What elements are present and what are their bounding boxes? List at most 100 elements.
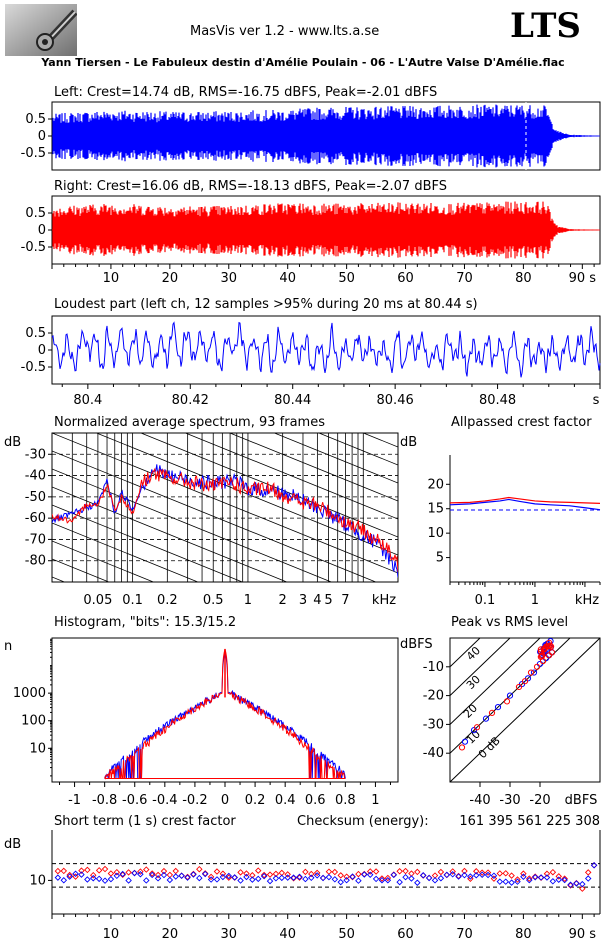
spectrum-slope-line	[184, 433, 398, 520]
stcrest-left-point	[78, 871, 85, 878]
stcrest-right-point	[366, 868, 374, 875]
spectrum-xtick-label: 0.2	[157, 593, 178, 608]
peakrms-right-point	[458, 744, 466, 751]
peakrms-right-point	[527, 669, 535, 676]
stcrest-right-point	[249, 872, 256, 879]
stcrest-left-point	[502, 878, 509, 885]
spectrum-xtick-label: 4	[313, 593, 321, 608]
stcrest-left-point	[325, 873, 333, 881]
peakrms-xtick-label: -30	[499, 793, 520, 808]
stcrest-right-point	[54, 867, 62, 875]
stcrest-right-point	[478, 869, 486, 876]
right-xtick-label: 90 s	[569, 271, 597, 286]
spectrum-ytick-label: -70	[25, 532, 46, 547]
right-xtick-label: 60	[397, 271, 414, 286]
stcrest-right-point	[72, 873, 79, 880]
stcrest-right-point	[496, 870, 504, 877]
histogram-xtick-label: -0.2	[182, 793, 207, 808]
peakrms-ytick-label: -30	[423, 717, 444, 732]
stcrest-left-point	[166, 876, 174, 884]
histogram-xtick-label: -0.8	[92, 793, 117, 808]
stcrest-left-point	[390, 871, 397, 879]
stcrest-left-point	[473, 872, 480, 879]
stcrest-left-point	[573, 880, 580, 887]
stcrest-left-point	[313, 872, 321, 879]
peakrms-right-point	[543, 643, 550, 650]
peakrms-diagonal-label: 30	[464, 673, 483, 692]
histogram-xtick-label: 0.6	[305, 793, 326, 808]
stcrest-left-point	[419, 872, 427, 879]
stcrest-left-point	[308, 874, 315, 882]
right-xtick-label: 50	[338, 271, 355, 286]
stcrest-left-point	[266, 877, 274, 885]
stcrest-left-point	[496, 878, 504, 885]
stcrest-right-point	[119, 871, 126, 878]
spectrum-slope-line	[52, 522, 199, 582]
stcrest-left-point	[537, 874, 545, 881]
spectrum-frame	[51, 432, 399, 583]
crest-xtick-label: 1	[531, 593, 539, 608]
stcrest-left-point	[201, 870, 209, 878]
right-xtick-label: 80	[515, 271, 532, 286]
stcrest-left-point	[561, 876, 568, 884]
crest-left-line	[449, 498, 601, 511]
peakrms-right-point	[488, 709, 496, 716]
stcrest-left-point	[478, 871, 486, 878]
histogram-xtick-label: -0.6	[122, 793, 147, 808]
stcrest-left-point	[355, 877, 362, 884]
stcrest-right-point	[414, 868, 421, 876]
checksum-value: 161 395 561 225 308	[459, 814, 600, 829]
stcrest-right-point	[172, 867, 179, 875]
histogram-xtick-label: 0.2	[245, 793, 266, 808]
stcrest-right-point	[196, 865, 203, 873]
stcrest-left-point	[414, 879, 421, 886]
spectrum-xtick-label: 0.5	[203, 593, 224, 608]
loudest-title: Loudest part (left ch, 12 samples >95% d…	[54, 297, 478, 312]
stcrest-right-point	[313, 869, 321, 877]
stcrest-right-point	[402, 867, 409, 875]
peakrms-right-point	[545, 643, 552, 650]
stcrest-left-point	[425, 874, 433, 882]
stcrest-right-point	[526, 875, 533, 882]
crest-ytick-label: 20	[427, 477, 444, 492]
peakrms-title: Peak vs RMS level	[451, 615, 568, 630]
stcrest-left-point	[396, 878, 403, 886]
stcrest-right-point	[490, 875, 498, 882]
peakrms-crest-line	[450, 638, 481, 668]
stcrest-left-point	[107, 875, 115, 883]
stcrest-right-point	[154, 871, 162, 879]
stcrest-left-point	[219, 873, 227, 881]
right-xtick-label: 40	[279, 271, 296, 286]
spectrum-ytick-label: -30	[25, 447, 46, 462]
loudest-xtick-label: 80.46	[377, 393, 414, 408]
peakrms-right-point	[539, 652, 546, 659]
stcrest-right-point	[101, 865, 109, 873]
loudest-unit-label: s	[593, 393, 600, 408]
checksum-label: Checksum (energy):	[297, 814, 429, 829]
stcrest-right-point	[113, 868, 121, 876]
stcrest-left-point	[272, 875, 280, 882]
stcrest-left-point	[461, 871, 468, 879]
stcrest-right-point	[260, 871, 268, 879]
stcrest-xtick-label: 60	[397, 927, 414, 942]
stcrest-left-point	[579, 880, 586, 888]
stcrest-left-point	[231, 874, 238, 881]
stcrest-right-point	[378, 875, 386, 882]
stcrest-right-point	[396, 868, 403, 875]
stcrest-left-point	[113, 872, 121, 880]
peakrms-right-point	[537, 648, 545, 655]
peakrms-right-point	[503, 698, 511, 705]
stcrest-ylabel: dB	[4, 837, 21, 852]
histogram-ytick-label: 100	[21, 714, 46, 729]
peakrms-ytick-label: -20	[423, 689, 444, 704]
stcrest-left-point	[278, 874, 286, 882]
peakrms-left-point	[461, 738, 469, 745]
stcrest-right-point	[384, 874, 392, 882]
stcrest-left-point	[455, 873, 462, 880]
spectrum-title: Normalized average spectrum, 93 frames	[54, 415, 325, 430]
spectrum-xtick-label: 1	[244, 593, 252, 608]
stcrest-right-point	[125, 869, 132, 876]
spectrum-xtick-label: 5	[324, 593, 332, 608]
peakrms-frame	[449, 637, 601, 783]
